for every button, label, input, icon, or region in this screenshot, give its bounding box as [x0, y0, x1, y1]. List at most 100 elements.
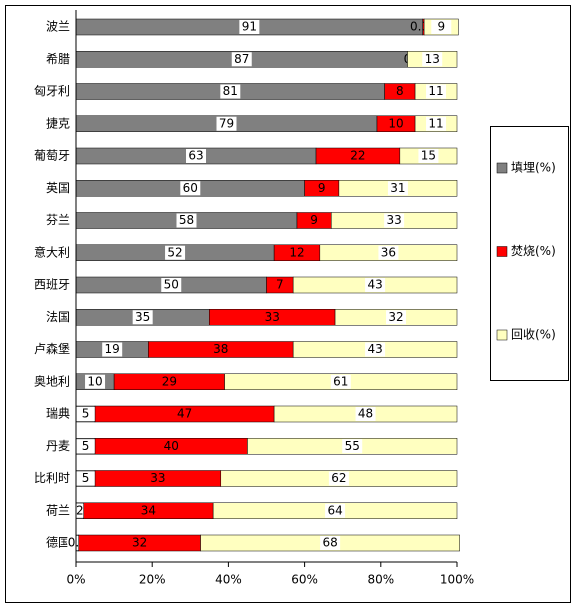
- data-label-bg: [85, 374, 106, 389]
- data-label: 35: [135, 310, 150, 324]
- data-label: 64: [327, 503, 342, 517]
- y-tick-label: 希腊: [46, 51, 70, 66]
- y-tick-label: 西班牙: [34, 278, 70, 292]
- x-tick-label: 0%: [66, 573, 85, 587]
- data-label-bg: [75, 439, 96, 454]
- data-label-bg: [176, 213, 197, 228]
- data-label-bg: [325, 503, 346, 518]
- data-label-bg: [422, 52, 443, 67]
- data-label: 63: [188, 149, 203, 163]
- data-label: 55: [345, 439, 360, 453]
- legend-label: 回收(%): [511, 328, 556, 342]
- data-label: 5: [82, 407, 90, 421]
- data-label-bg: [180, 181, 201, 196]
- legend-label: 焚烧(%): [511, 244, 556, 258]
- y-tick-label: 波兰: [46, 20, 70, 34]
- data-label: 11: [428, 116, 443, 130]
- data-label: 79: [219, 116, 234, 130]
- data-label: 29: [162, 374, 177, 388]
- data-label: 40: [164, 439, 179, 453]
- x-tick-label: 40%: [215, 573, 242, 587]
- data-label-bg: [328, 471, 349, 486]
- data-label: 68: [322, 536, 337, 550]
- data-label-bg: [384, 213, 405, 228]
- data-label-bg: [220, 84, 241, 99]
- y-tick-label: 意大利: [34, 244, 70, 259]
- y-tick-label: 芬兰: [46, 213, 70, 227]
- data-label: 22: [350, 149, 365, 163]
- legend-swatch: [496, 329, 508, 341]
- data-label: 7: [276, 278, 284, 292]
- data-label-bg: [342, 439, 363, 454]
- data-label-bg: [365, 278, 386, 292]
- data-label-bg: [378, 245, 399, 260]
- data-label: 43: [367, 342, 382, 356]
- data-label: 47: [177, 407, 192, 421]
- data-label-bg: [161, 278, 182, 292]
- data-label: 8: [396, 84, 404, 98]
- data-label: 11: [428, 84, 443, 98]
- data-label: 32: [132, 536, 147, 550]
- data-label-bg: [431, 20, 452, 34]
- data-label: 10: [87, 374, 102, 388]
- data-label-bg: [355, 407, 376, 421]
- data-label: 2: [76, 503, 84, 517]
- data-label-bg: [216, 116, 237, 131]
- data-label-bg: [426, 84, 447, 99]
- y-tick-label: 匈牙利: [34, 84, 70, 98]
- data-label-bg: [132, 310, 153, 325]
- data-label-bg: [387, 181, 408, 196]
- data-label-bg: [75, 407, 96, 421]
- data-label: 43: [367, 278, 382, 292]
- data-label: 91: [242, 20, 257, 34]
- y-tick-label: 德国: [46, 535, 70, 550]
- legend-swatch: [496, 162, 508, 174]
- data-label: 33: [265, 310, 280, 324]
- data-label: 87: [234, 52, 249, 66]
- data-label: 52: [167, 245, 182, 259]
- x-tick-label: 20%: [139, 573, 166, 587]
- data-label: 48: [358, 407, 373, 421]
- y-tick-label: 瑞典: [46, 407, 70, 421]
- y-tick-label: 丹麦: [46, 439, 70, 453]
- y-tick-label: 法国: [46, 310, 70, 324]
- y-tick-label: 葡萄牙: [34, 149, 70, 163]
- y-tick-label: 捷克: [46, 116, 70, 130]
- legend-label: 填埋(%): [511, 161, 556, 175]
- data-label: 9: [310, 213, 318, 227]
- data-label: 33: [386, 213, 401, 227]
- data-label: 34: [141, 503, 156, 517]
- data-label: 33: [150, 471, 165, 485]
- data-label-bg: [239, 20, 260, 34]
- y-tick-label: 英国: [46, 181, 70, 195]
- data-label-bg: [365, 342, 386, 357]
- data-label: 5: [82, 471, 90, 485]
- x-tick-label: 100%: [440, 573, 474, 587]
- y-tick-label: 荷兰: [46, 503, 70, 517]
- data-label: 5: [82, 439, 90, 453]
- data-label-bg: [102, 342, 123, 357]
- data-label-bg: [186, 149, 207, 163]
- data-label: 10: [388, 116, 403, 130]
- data-label: 61: [333, 374, 348, 388]
- data-label-bg: [418, 149, 439, 163]
- data-label: 19: [105, 342, 120, 356]
- y-tick-label: 奥地利: [34, 374, 70, 388]
- data-label-bg: [75, 471, 96, 486]
- data-label: 32: [388, 310, 403, 324]
- data-label: 15: [421, 149, 436, 163]
- data-label: 12: [289, 245, 304, 259]
- y-tick-label: 卢森堡: [34, 341, 70, 356]
- data-label-bg: [426, 116, 447, 131]
- x-tick-label: 60%: [291, 573, 318, 587]
- data-label: 31: [390, 181, 405, 195]
- x-tick-label: 80%: [367, 573, 394, 587]
- data-label: 58: [179, 213, 194, 227]
- data-label-bg: [165, 245, 186, 260]
- data-label: 9: [437, 20, 445, 34]
- data-label: 81: [223, 84, 238, 98]
- data-label: 36: [381, 245, 396, 259]
- data-label-bg: [386, 310, 407, 325]
- data-label: 50: [164, 278, 179, 292]
- data-label-bg: [330, 374, 351, 389]
